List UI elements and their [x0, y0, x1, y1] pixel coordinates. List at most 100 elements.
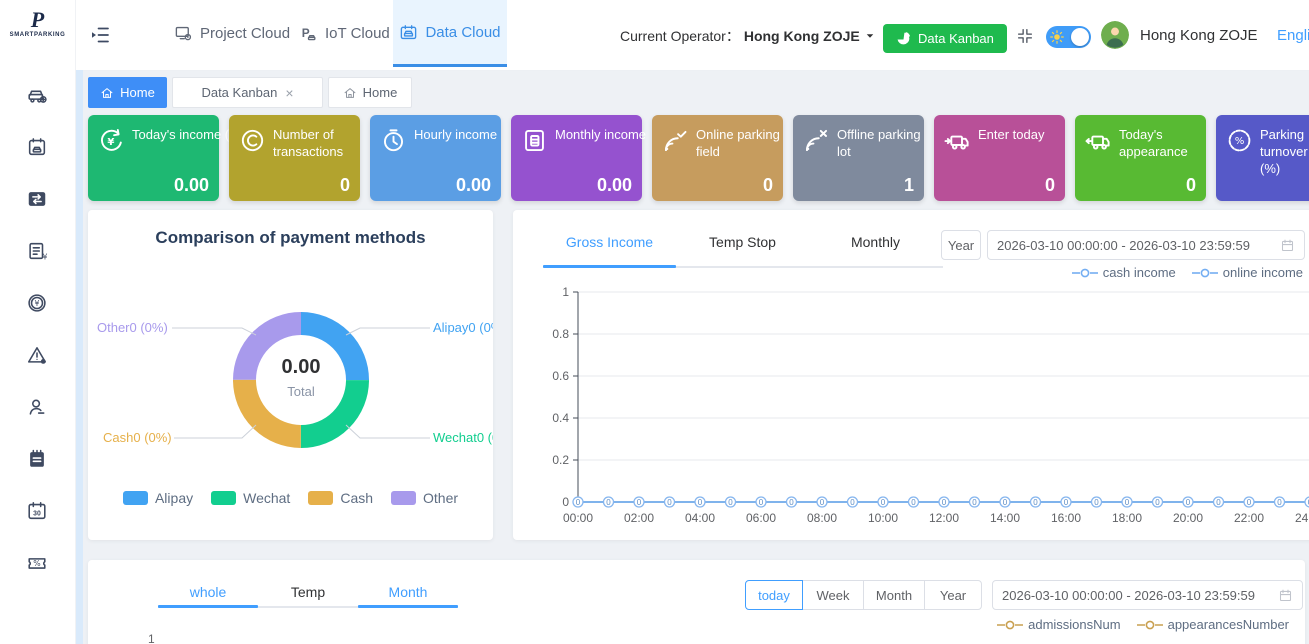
svg-text:30: 30: [33, 510, 41, 517]
data-point-label: 0: [942, 498, 947, 507]
legend-marker: [1072, 268, 1098, 278]
legend-item-alipay[interactable]: Alipay: [123, 490, 193, 506]
language-link[interactable]: English: [1277, 27, 1309, 44]
range-button-year[interactable]: Year: [924, 580, 982, 610]
stat-card-value: 0.00: [456, 175, 491, 196]
legend-item-admissionsnum[interactable]: admissionsNum: [997, 617, 1120, 632]
legend-item-wechat[interactable]: Wechat: [211, 490, 290, 506]
stat-card-value: 0.00: [174, 175, 209, 196]
data-point-label: 0: [1216, 498, 1221, 507]
sun-icon: [1049, 29, 1065, 45]
pie-chart-icon: [896, 31, 911, 46]
warning-icon[interactable]: [26, 344, 48, 366]
avatar: [1101, 21, 1129, 49]
logo-text: SMARTPARKING: [0, 32, 75, 38]
current-operator[interactable]: Current Operator： Hong Kong ZOJE: [620, 26, 876, 46]
x-tick-label: 06:00: [746, 511, 776, 525]
close-icon[interactable]: ×: [285, 85, 293, 101]
stat-card-label: Monthly income: [555, 126, 646, 143]
legend-marker: [1137, 620, 1163, 630]
stat-card-parking-turnover-rate: %Parking turnover rate (%)0: [1216, 115, 1309, 201]
x-tick-label: 14:00: [990, 511, 1020, 525]
calendar-icon: [1280, 238, 1295, 253]
home-icon: [343, 86, 357, 100]
data-point-label: 0: [850, 498, 855, 507]
traffic-date-range-input[interactable]: 2026-03-10 00:00:00 - 2026-03-10 23:59:5…: [992, 580, 1303, 610]
range-button-today[interactable]: today: [745, 580, 803, 610]
stat-card-monthly-income: Monthly income0.00: [511, 115, 642, 201]
exit-fullscreen-icon[interactable]: [1016, 27, 1034, 45]
stat-card-value: 0: [1045, 175, 1055, 196]
income-tab-temp-stop[interactable]: Temp Stop: [676, 234, 809, 250]
traffic-tab-temp[interactable]: Temp: [258, 584, 358, 600]
signal-check-icon: [662, 127, 689, 154]
x-tick-label: 20:00: [1173, 511, 1203, 525]
notebook-icon[interactable]: [26, 448, 48, 470]
stat-card-value: 0.00: [597, 175, 632, 196]
legend-item-appearancesnumber[interactable]: appearancesNumber: [1137, 617, 1289, 632]
x-tick-label: 00:00: [563, 511, 593, 525]
range-button-week[interactable]: Week: [802, 580, 864, 610]
billing-doc-icon[interactable]: ¥: [26, 240, 48, 262]
member-icon[interactable]: [26, 396, 48, 418]
stat-card-online-parking-field: Online parking field0: [652, 115, 783, 201]
traffic-tab-month[interactable]: Month: [358, 584, 458, 600]
payment-methods-panel: Comparison of payment methods 0.00 Total…: [88, 210, 493, 540]
donut-callout-wechat: Wechat0 (0%): [433, 430, 493, 445]
range-button-month[interactable]: Month: [863, 580, 925, 610]
calendar-30-icon[interactable]: 30: [26, 500, 48, 522]
traffic-date-range-value: 2026-03-10 00:00:00 - 2026-03-10 23:59:5…: [1002, 588, 1255, 603]
income-date-range-input[interactable]: 2026-03-10 00:00:00 - 2026-03-10 23:59:5…: [987, 230, 1305, 260]
legend-swatch: [308, 491, 333, 505]
x-tick-label: 12:00: [929, 511, 959, 525]
traffic-tab-whole[interactable]: whole: [158, 584, 258, 600]
income-year-button[interactable]: Year: [941, 230, 981, 260]
income-date-range-value: 2026-03-10 00:00:00 - 2026-03-10 23:59:5…: [997, 238, 1250, 253]
username[interactable]: Hong Kong ZOJE: [1140, 27, 1258, 44]
nav-item-data-cloud[interactable]: Data Cloud: [393, 0, 507, 67]
monthly-doc-icon: [521, 127, 548, 154]
donut-callout-cash: Cash0 (0%): [103, 430, 172, 445]
stat-card-value: 0: [763, 175, 773, 196]
y-tick-label: 0.6: [552, 369, 569, 383]
donut-label-line: [172, 328, 256, 335]
car-monitor-icon[interactable]: [26, 84, 48, 106]
page-tab-home[interactable]: Home: [328, 77, 412, 108]
data-point-label: 0: [637, 498, 642, 507]
legend-item-online income[interactable]: online income: [1192, 265, 1303, 280]
data-point-label: 0: [972, 498, 977, 507]
nav-item-iot-cloud[interactable]: PIoT Cloud: [285, 0, 404, 67]
stat-card-value: 0: [1186, 175, 1196, 196]
legend-item-other[interactable]: Other: [391, 490, 458, 506]
home-icon: [100, 86, 114, 100]
data-point-label: 0: [1125, 498, 1130, 507]
stat-card-hourly-income: Hourly income 0.00: [370, 115, 501, 201]
nav-item-label: Project Cloud: [200, 25, 290, 42]
data-point-label: 0: [1277, 498, 1282, 507]
coin-yen-icon[interactable]: ¥: [26, 292, 48, 314]
data-kanban-button[interactable]: Data Kanban: [883, 24, 1007, 53]
legend-item-cash[interactable]: Cash: [308, 490, 373, 506]
coupon-icon[interactable]: %: [26, 552, 48, 574]
page-tab-home[interactable]: Home: [88, 77, 167, 108]
svg-text:%: %: [1235, 136, 1245, 147]
traffic-chart-ytick: 1: [148, 632, 155, 644]
income-tab-monthly[interactable]: Monthly: [809, 234, 942, 250]
legend-label: Other: [423, 490, 458, 506]
nav-item-label: IoT Cloud: [325, 25, 390, 42]
stat-card-label: Hourly income: [414, 126, 497, 143]
nav-item-project-cloud[interactable]: Project Cloud: [160, 0, 304, 67]
theme-toggle[interactable]: [1046, 26, 1091, 48]
transactions-icon: [239, 127, 266, 154]
collapse-menu-icon[interactable]: [88, 23, 112, 47]
swap-icon[interactable]: [26, 188, 48, 210]
page-tab-data-kanban[interactable]: Data Kanban×: [172, 77, 323, 108]
legend-swatch: [211, 491, 236, 505]
legend-item-cash income[interactable]: cash income: [1072, 265, 1176, 280]
donut-callout-alipay: Alipay0 (0%): [433, 320, 493, 335]
data-point-label: 0: [1247, 498, 1252, 507]
data-point-label: 0: [606, 498, 611, 507]
parking-record-icon[interactable]: [26, 136, 48, 158]
x-tick-label: 04:00: [685, 511, 715, 525]
income-tab-gross-income[interactable]: Gross Income: [543, 234, 676, 250]
